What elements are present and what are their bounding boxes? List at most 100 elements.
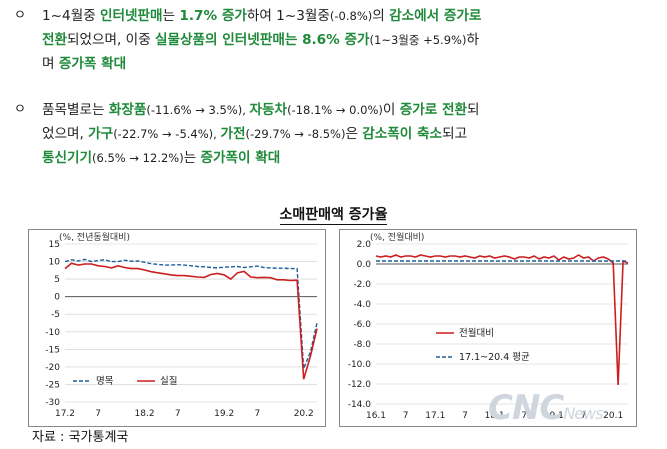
body-text: (-18.1% → 0.0%): [287, 103, 383, 117]
y-tick-label: -6.0: [353, 320, 371, 330]
body-text: 되고: [442, 126, 468, 142]
y-tick-label: -8.0: [353, 340, 371, 350]
highlight-text: 가전: [220, 126, 246, 142]
paragraph-2: ㅇ 품목별로는 화장품(-11.6% → 3.5%), 자동차(-18.1% →…: [14, 98, 656, 170]
y-tick-label: -10.0: [348, 360, 372, 370]
paragraph-line: 통신기기(6.5% → 12.2%)는 증가폭이 확대: [42, 146, 656, 170]
highlight-text: 인터넷판매: [100, 8, 163, 24]
y-tick-label: -4.0: [353, 300, 371, 310]
y-tick-label: -5: [51, 310, 60, 320]
body-text: 이: [382, 102, 400, 118]
paragraph-line: 품목별로는 화장품(-11.6% → 3.5%), 자동차(-18.1% → 0…: [42, 98, 656, 122]
x-tick-label: 18.2: [135, 409, 155, 419]
chart-panel-yoy: (%, 전년동월대비) 15 10 5 0 -5 -10 -15 -20 -25 -30 17.2 7 1…: [28, 229, 326, 427]
body-text: (6.5% → 12.2%): [92, 151, 184, 165]
watermark-sub: News: [563, 404, 603, 423]
body-text: 하여 1~3월중: [246, 8, 330, 24]
paragraph-1: ㅇ 1~4월중 인터넷판매는 1.7% 증가하여 1~3월중(-0.8%)의 감…: [14, 4, 656, 76]
highlight-text: 감소에서 증가로: [389, 8, 482, 24]
highlight-text: 가구: [88, 126, 114, 142]
body-text: 되었으며, 이중: [67, 32, 156, 48]
y-tick-label: -25: [45, 380, 60, 390]
unit-label: (%, 전년동월대비): [59, 231, 130, 243]
x-tick-label: 16.1: [366, 411, 386, 421]
x-tick-label: 18.1: [485, 411, 505, 421]
highlight-text: 감소폭이 축소: [362, 126, 443, 142]
body-text: 1~4월중: [42, 8, 101, 24]
watermark: CNCNews: [488, 388, 604, 428]
paragraph-2-text: 품목별로는 화장품(-11.6% → 3.5%), 자동차(-18.1% → 0…: [42, 98, 656, 170]
bullet: ㅇ: [14, 8, 26, 23]
bullet: ㅇ: [14, 102, 26, 117]
highlight-text: 전환: [42, 32, 68, 48]
x-tick-label: 7: [403, 411, 409, 421]
watermark-main: CNC: [488, 388, 564, 428]
legend-label-2: 17.1~20.4 평균: [459, 352, 530, 363]
x-tick-label: 17.1: [425, 411, 445, 421]
body-text: 는: [162, 8, 180, 24]
legend-label-1: 명목: [96, 376, 114, 387]
x-tick-label: 19.2: [214, 409, 234, 419]
body-text: (-0.8%): [329, 9, 373, 23]
x-tick-label: 19.1: [544, 411, 564, 421]
chart-section-title: 소매판매액 증가율: [0, 204, 667, 225]
highlight-text: 증가폭 확대: [58, 56, 127, 72]
y-tick-label: -12.0: [348, 380, 372, 390]
x-tick-label: 7: [95, 409, 101, 419]
x-tick-label: 7: [254, 409, 260, 419]
body-text: 었으며,: [42, 126, 89, 142]
mom-chart: (%, 전월대비)2.0 0.0 -2.0 -4.0 -6.0 -8.0 -10.0 -12.…: [348, 231, 629, 421]
y-tick-label: 5: [54, 275, 60, 285]
paragraph-line: 전환되었으며, 이중 실물상품의 인터넷판매는 8.6% 증가(1~3월중 +5…: [42, 28, 656, 52]
body-text: 은: [345, 126, 363, 142]
x-tick-label: 7: [462, 411, 468, 421]
y-tick-label: 15: [49, 240, 60, 250]
paragraph-line: 며 증가폭 확대: [42, 52, 656, 76]
y-tick-label: -10: [45, 328, 60, 338]
y-tick-label: -2.0: [353, 280, 371, 290]
series-line-1: [375, 254, 629, 386]
highlight-text: 자동차: [249, 102, 288, 118]
body-text: (1~3월중 +5.9%): [369, 33, 467, 47]
y-tick-label: -15: [45, 345, 60, 355]
body-text: (-22.7% → -5.4%),: [113, 127, 221, 141]
source-note: 자료 : 국가통계국: [32, 430, 129, 445]
x-tick-label: 20.1: [603, 411, 623, 421]
x-tick-label: 7: [581, 411, 587, 421]
paragraph-line: 1~4월중 인터넷판매는 1.7% 증가하여 1~3월중(-0.8%)의 감소에…: [42, 4, 656, 28]
body-text: 의: [372, 8, 390, 24]
y-tick-label: 0.0: [357, 260, 372, 270]
unit-label: (%, 전월대비): [370, 231, 424, 243]
y-tick-label: -20: [45, 363, 60, 373]
y-tick-label: -14.0: [348, 400, 372, 410]
x-tick-label: 7: [521, 411, 527, 421]
x-tick-label: 20.2: [294, 409, 314, 419]
chart-panel-mom: (%, 전월대비) 2.0 0.0 -2.0 -4.0 -6.0 -8.0 -10.0 -12.…: [339, 229, 637, 427]
body-text: 며: [42, 56, 59, 72]
series-line-1: [64, 258, 318, 369]
highlight-text: 증가로 전환: [399, 102, 467, 118]
body-text: 되: [466, 102, 480, 118]
legend-label-1: 전월대비: [459, 327, 494, 339]
body-text: 는: [183, 150, 201, 166]
highlight-text: 통신기기: [42, 150, 93, 166]
legend-label-2: 실질: [160, 375, 177, 387]
y-tick-label: 2.0: [357, 240, 372, 250]
y-tick-label: -30: [45, 398, 60, 408]
body-text: 품목별로는: [42, 102, 109, 118]
body-text: (-29.7% → -8.5%): [245, 127, 346, 141]
x-tick-label: 17.2: [55, 409, 75, 419]
paragraph-line: 었으며, 가구(-22.7% → -5.4%), 가전(-29.7% → -8.…: [42, 122, 656, 146]
y-tick-label: 0: [54, 293, 60, 303]
body-text: (-11.6% → 3.5%),: [146, 103, 250, 117]
y-tick-label: 10: [49, 258, 61, 268]
series-line-2: [64, 262, 318, 380]
highlight-text: 증가폭이 확대: [200, 150, 281, 166]
chart-section-title-text: 소매판매액 증가율: [279, 207, 388, 225]
paragraph-1-text: 1~4월중 인터넷판매는 1.7% 증가하여 1~3월중(-0.8%)의 감소에…: [42, 4, 656, 76]
body-text: 하: [466, 32, 479, 48]
x-tick-label: 7: [175, 409, 181, 419]
highlight-text: 화장품: [108, 102, 147, 118]
highlight-text: 1.7% 증가: [179, 8, 247, 24]
